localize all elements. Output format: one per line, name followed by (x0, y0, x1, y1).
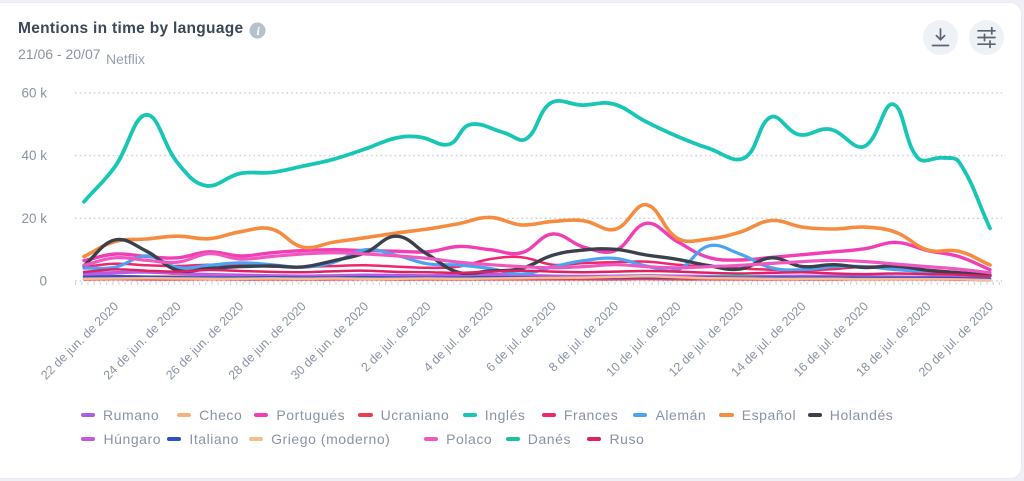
svg-text:i: i (257, 24, 261, 38)
svg-text:20 k: 20 k (21, 211, 47, 226)
svg-text:0: 0 (39, 274, 47, 289)
svg-text:60 k: 60 k (21, 85, 47, 100)
svg-text:40 k: 40 k (21, 148, 47, 163)
